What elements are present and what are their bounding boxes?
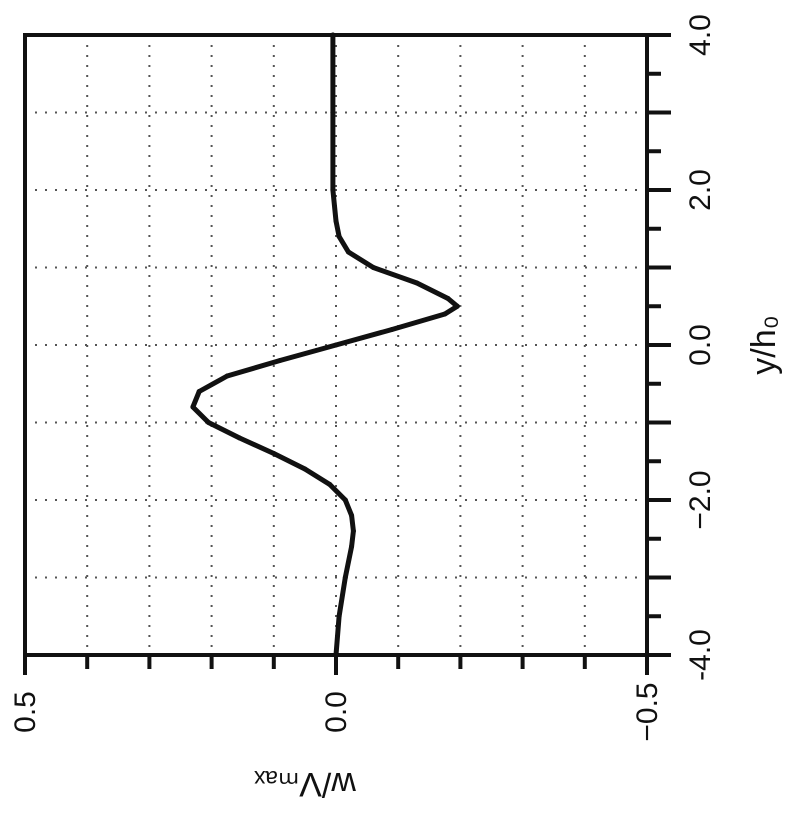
- data-point: [196, 389, 202, 394]
- data-point: [330, 110, 336, 115]
- data-point: [330, 32, 336, 38]
- data-point: [342, 575, 348, 580]
- x-tick-label: -4.0: [684, 629, 717, 681]
- data-point: [370, 265, 376, 270]
- y-tick-label: 0.5: [9, 691, 42, 733]
- y-tick-labels: 0.5 0.0 −0.5: [9, 682, 664, 741]
- data-point: [414, 280, 420, 286]
- data-point: [237, 435, 243, 441]
- data-point: [271, 451, 277, 456]
- data-point: [349, 513, 355, 518]
- data-point: [302, 466, 308, 472]
- data-point: [336, 234, 342, 239]
- data-point: [333, 652, 339, 658]
- y-tick-label: 0.0: [320, 691, 353, 733]
- data-point: [190, 404, 196, 410]
- data-point: [350, 528, 356, 534]
- data-point: [205, 420, 211, 425]
- x-tick-labels: -4.0 −2.0 0.0 2.0 4.0: [684, 14, 717, 681]
- axis-ticks: [23, 33, 671, 675]
- x-axis-label: y/h₀: [745, 315, 783, 374]
- y-axis-label: w/Vₘₐₓ: [253, 765, 357, 803]
- data-point: [333, 218, 339, 224]
- x-tick-label: 4.0: [684, 14, 717, 56]
- data-point: [389, 327, 395, 332]
- x-tick-label: 2.0: [684, 169, 717, 211]
- data-point: [224, 373, 230, 379]
- data-point: [445, 296, 451, 301]
- x-tick-label: 0.0: [684, 324, 717, 366]
- x-tick-label: −2.0: [684, 470, 717, 529]
- data-point: [345, 249, 351, 255]
- data-point: [349, 544, 355, 549]
- series-lines: [190, 32, 460, 658]
- data-point: [342, 497, 348, 503]
- data-point: [442, 311, 448, 317]
- data-point: [336, 613, 342, 619]
- data-point: [330, 187, 336, 193]
- data-point: [327, 482, 333, 487]
- data-point: [333, 342, 339, 348]
- y-tick-label: −0.5: [631, 682, 664, 741]
- data-point: [454, 303, 460, 309]
- data-point: [277, 358, 283, 363]
